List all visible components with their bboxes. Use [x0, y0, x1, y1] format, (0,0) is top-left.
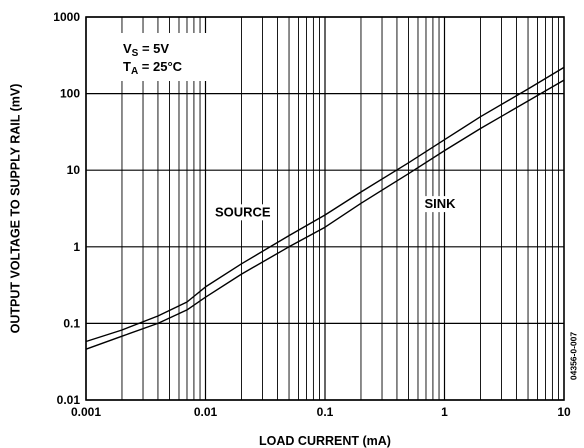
x-axis-label: LOAD CURRENT (mA) [259, 434, 391, 448]
series-line-sink [85, 79, 565, 350]
curve-label-source: SOURCE [215, 204, 271, 219]
y-axis-label: OUTPUT VOLTAGE TO SUPPLY RAIL (mV) [8, 84, 22, 334]
y-tick-label: 0.1 [63, 316, 80, 330]
x-tick-label: 0.001 [71, 405, 101, 419]
x-tick-label: 0.1 [317, 405, 334, 419]
curve-label-sink: SINK [424, 196, 456, 211]
series-line-source [85, 66, 565, 343]
curves [85, 66, 565, 350]
supply-voltage-condition: VS = 5V [123, 41, 169, 59]
x-tick-label: 10 [557, 405, 571, 419]
curve-label-background [211, 204, 276, 221]
vs-value: = 5V [138, 41, 169, 56]
x-tick-label: 1 [441, 405, 448, 419]
ta-symbol: T [123, 59, 131, 74]
figure-code: 04356-0-007 [568, 332, 578, 380]
curve-label-background [421, 196, 466, 213]
curve-labels: SOURCE SINK [211, 196, 466, 221]
ta-value: = 25°C [138, 59, 182, 74]
conditions-box-background [113, 33, 223, 81]
temperature-condition: TA = 25°C [123, 59, 183, 77]
x-tick-label: 0.01 [194, 405, 218, 419]
y-tick-label: 1 [73, 240, 80, 254]
vs-subscript: S [132, 48, 139, 59]
y-tick-label: 100 [60, 87, 80, 101]
y-tick-label: 1000 [53, 10, 80, 24]
y-tick-labels: 0.01 0.1 1 10 100 1000 [53, 10, 80, 407]
y-tick-label: 10 [67, 163, 81, 177]
conditions-box: VS = 5V TA = 25°C [113, 33, 223, 81]
y-tick-label: 0.01 [57, 393, 81, 407]
x-tick-labels: 0.001 0.01 0.1 1 10 [71, 405, 571, 419]
plot-frame [85, 16, 565, 401]
vs-symbol: V [123, 41, 132, 56]
ta-subscript: A [131, 66, 138, 77]
